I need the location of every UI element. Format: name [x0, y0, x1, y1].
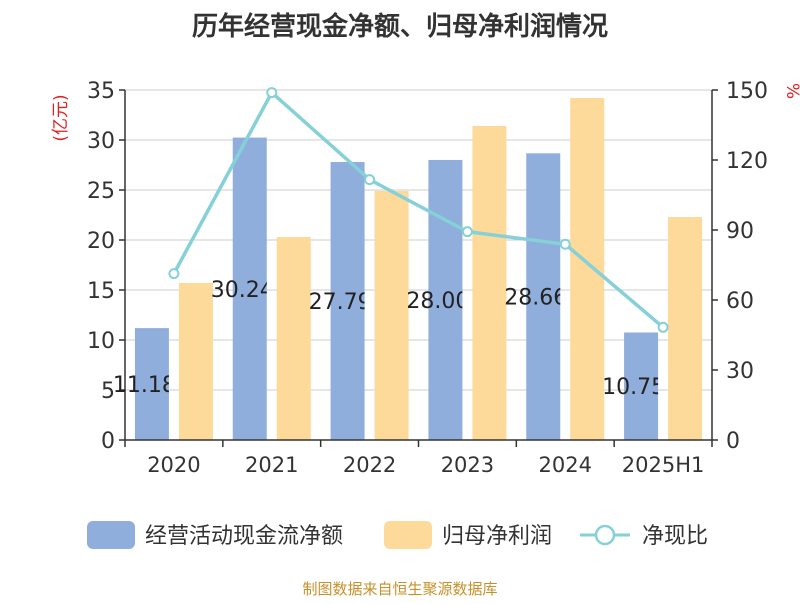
point-netcash-ratio-2025H1 [657, 321, 669, 333]
point-netcash-ratio-2022 [364, 174, 376, 186]
left-tick-label-0: 0 [101, 429, 115, 454]
left-tick-label-5: 25 [87, 179, 115, 204]
bar-netprofit-2025H1 [668, 217, 703, 440]
bar-cashflow-2025H1 [624, 332, 659, 440]
x-tick-label-2023: 2023 [441, 453, 494, 477]
legend-swatch-netprofit [384, 521, 432, 549]
bar-cashflow-2023 [428, 159, 463, 440]
x-tick-label-2025H1: 2025H1 [622, 453, 705, 477]
left-tick-label-2: 10 [87, 329, 115, 354]
right-tick-label-1: 30 [726, 359, 754, 384]
bar-netprofit-2021 [276, 237, 311, 440]
chart-title: 历年经营现金净额、归母净利润情况 [191, 12, 608, 42]
x-tick-label-2024: 2024 [539, 453, 592, 477]
legend-label-netprofit: 归母净利润 [442, 524, 552, 549]
x-tick-label-2020: 2020 [147, 453, 200, 477]
data-label-cashflow-2023: 28.003 [406, 289, 483, 314]
legend-marker-ratio [594, 524, 616, 546]
right-tick-label-0: 0 [726, 429, 740, 454]
right-axis-label: % [782, 83, 800, 99]
left-tick-label-1: 5 [101, 379, 115, 404]
bar-cashflow-2021 [232, 137, 267, 440]
point-netcash-ratio-2020 [168, 268, 180, 280]
bar-cashflow-2020 [134, 328, 169, 440]
left-tick-label-4: 20 [87, 229, 115, 254]
data-label-cashflow-2021: 30.241 [211, 278, 288, 303]
bar-netprofit-2020 [178, 283, 213, 440]
bar-cashflow-2022 [330, 162, 365, 440]
bar-cashflow-2024 [526, 153, 561, 440]
right-tick-label-3: 90 [726, 219, 754, 244]
bar-netprofit-2024 [570, 98, 605, 440]
bar-netprofit-2022 [374, 191, 409, 440]
legend-label-ratio: 净现比 [642, 524, 708, 549]
x-tick-label-2022: 2022 [343, 453, 396, 477]
data-label-cashflow-2024: 28.667 [504, 286, 581, 311]
left-tick-label-6: 30 [87, 129, 115, 154]
point-netcash-ratio-2023 [461, 226, 473, 238]
right-tick-label-4: 120 [726, 149, 768, 174]
data-label-cashflow-2020: 11.188 [113, 373, 190, 398]
data-label-cashflow-2022: 27.797 [309, 290, 386, 315]
left-axis-label: (亿元) [51, 94, 71, 141]
line-netcash-ratio [172, 89, 665, 329]
legend-label-cashflow: 经营活动现金流净额 [145, 524, 343, 549]
bar-netprofit-2023 [472, 126, 507, 440]
right-tick-label-5: 150 [726, 79, 768, 104]
left-tick-label-3: 15 [87, 279, 115, 304]
source-note: 制图数据来自恒生聚源数据库 [302, 580, 498, 598]
legend-swatch-cashflow [87, 521, 135, 549]
x-tick-label-2021: 2021 [245, 453, 298, 477]
point-netcash-ratio-2024 [559, 238, 571, 250]
point-netcash-ratio-2021 [266, 87, 278, 99]
right-tick-label-2: 60 [726, 289, 754, 314]
data-label-cashflow-2025H1: 10.752 [602, 375, 679, 400]
left-tick-label-7: 35 [87, 79, 115, 104]
